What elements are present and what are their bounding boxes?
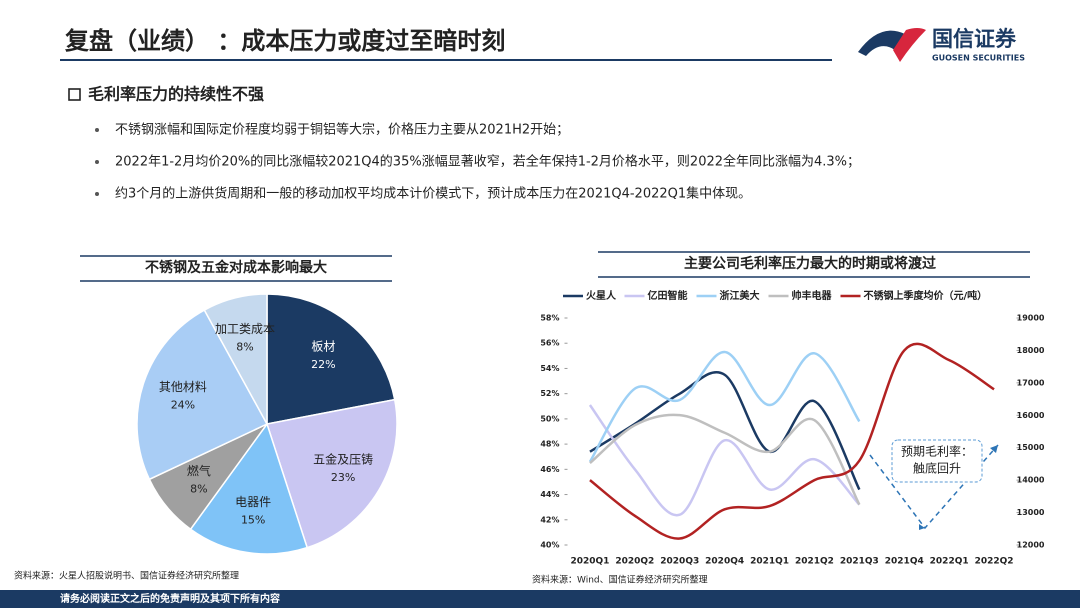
y2-tick-label: 15000 [1017, 443, 1045, 452]
y2-tick-label: 13000 [1017, 508, 1045, 517]
chart-title: 不锈钢及五金对成本影响最大 [145, 259, 327, 276]
slice-name: 板材 [311, 339, 335, 353]
slice-name: 五金及压铸 [313, 451, 373, 466]
series-line [588, 350, 861, 463]
slice-value: 15% [241, 513, 265, 526]
y-tick-label: 48% [540, 440, 559, 449]
section-title: 毛利率压力的持续性不强 [88, 85, 264, 104]
x-tick-label: 2021Q3 [840, 557, 879, 567]
slice-value: 23% [331, 471, 355, 484]
y-tick-label: 58% [540, 314, 559, 323]
x-tick-label: 2022Q1 [930, 557, 969, 567]
section-box [68, 88, 81, 101]
y-tick-label: 50% [540, 414, 559, 423]
annotation: 触底回升 [913, 461, 961, 476]
x-tick-label: 2022Q2 [975, 557, 1014, 567]
y2-tick-label: 18000 [1017, 346, 1045, 355]
pie-slice [266, 293, 396, 425]
series-line [589, 413, 861, 506]
y-tick-label: 46% [540, 465, 559, 474]
x-tick-label: 2020Q2 [615, 557, 654, 567]
x-tick-label: 2021Q4 [885, 557, 924, 567]
annotation-box [891, 439, 983, 483]
slice-value: 24% [171, 399, 195, 412]
legend-label: 亿田智能 [648, 289, 688, 302]
legend-label: 火星人 [586, 289, 617, 302]
bullet-dot [95, 192, 99, 196]
y2-tick-label: 12000 [1017, 541, 1045, 550]
chart-source: 资料来源：Wind、国信证券经济研究所整理 [532, 574, 708, 586]
chart-source: 资料来源：火星人招股说明书、国信证券经济研究所整理 [14, 570, 239, 582]
slice-name: 电器件 [235, 495, 271, 509]
x-tick-label: 2020Q3 [660, 557, 699, 567]
legend-label: 不锈钢上季度均价（元/吨） [864, 289, 988, 302]
logo-red [893, 28, 926, 62]
series-line [589, 342, 995, 540]
y-tick-label: 54% [540, 364, 559, 373]
slice-name: 加工类成本 [215, 322, 275, 336]
y2-tick-label: 14000 [1017, 476, 1045, 485]
slice-value: 8% [236, 340, 253, 353]
pie-slice [266, 398, 398, 549]
slice-value: 22% [311, 358, 335, 371]
y-tick-label: 44% [540, 490, 559, 499]
y2-tick-label: 19000 [1017, 314, 1045, 323]
slice-name: 燃气 [187, 463, 211, 478]
logo-en: GUOSEN SECURITIES [932, 54, 1025, 63]
pie-slice [189, 422, 309, 555]
bullet-text: 约3个月的上游供货周期和一般的移动加权平均成本计价模式下，预计成本压力在2021… [115, 186, 751, 202]
pie-slice [136, 309, 269, 481]
bullet-dot [95, 160, 99, 164]
annotation: 预期毛利率： [901, 444, 973, 459]
logo-cn: 国信证券 [932, 27, 1017, 51]
bullet-text: 不锈钢涨幅和国际定价程度均弱于铜铝等大宗，价格压力主要从2021H2开始； [115, 122, 569, 138]
footer-bar [0, 590, 1080, 608]
y-tick-label: 40% [540, 541, 559, 550]
y-tick-label: 52% [540, 389, 559, 398]
legend-label: 帅丰电器 [792, 289, 833, 302]
slide-title: 复盘（业绩） ：成本压力或度过至暗时刻 [64, 27, 505, 55]
series-line [589, 371, 861, 491]
x-tick-label: 2021Q1 [750, 557, 789, 567]
x-tick-label: 2020Q1 [570, 557, 609, 567]
pie-slice [203, 293, 268, 425]
slice-value: 8% [190, 482, 207, 495]
footer-text: 请务必阅读正文之后的免责声明及其项下所有内容 [60, 592, 280, 605]
logo-blue [858, 30, 905, 56]
legend-label: 浙江美大 [720, 289, 760, 302]
x-tick-label: 2020Q4 [705, 557, 744, 567]
y2-tick-label: 17000 [1017, 378, 1045, 387]
y2-tick-label: 16000 [1017, 411, 1045, 420]
y-tick-label: 42% [540, 515, 559, 524]
series-line [588, 404, 861, 517]
chart-title: 主要公司毛利率压力最大的时期或将渡过 [684, 255, 936, 272]
y-tick-label: 56% [540, 339, 559, 348]
slice-name: 其他材料 [159, 380, 207, 394]
x-tick-label: 2021Q2 [795, 557, 834, 567]
bullet-text: 2022年1-2月均价20%的同比涨幅较2021Q4的35%涨幅显著收窄，若全年… [115, 154, 860, 170]
bullet-dot [95, 128, 99, 132]
